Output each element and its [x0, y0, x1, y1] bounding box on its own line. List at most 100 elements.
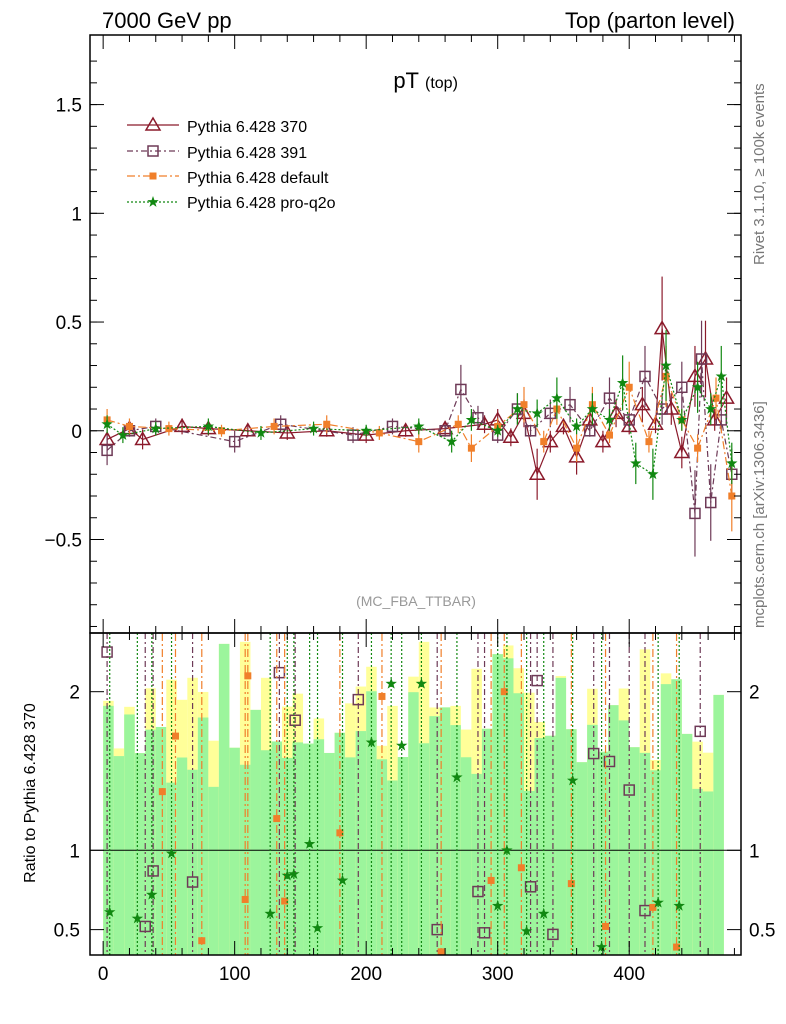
ratio-point: [472, 885, 484, 898]
band-green: [155, 726, 167, 955]
band-green: [439, 707, 451, 955]
band-green: [250, 709, 261, 955]
data-point: [660, 359, 672, 371]
band-green: [313, 739, 325, 955]
data-point: [270, 422, 278, 430]
band-green: [481, 728, 493, 955]
data-point: [689, 507, 701, 520]
band-green: [555, 677, 567, 955]
ratio-point: [264, 907, 276, 919]
ratio-ylabel: Ratio to Pythia 6.428 370: [22, 703, 39, 883]
ratio-point: [478, 927, 491, 939]
data-point: [357, 426, 375, 441]
data-point: [492, 424, 504, 436]
data-point: [413, 420, 425, 432]
header-right: Top (parton level): [565, 8, 735, 33]
ratio-point: [649, 903, 657, 911]
ratio-plot-frame: [89, 632, 742, 956]
ratio-point: [500, 688, 508, 696]
data-point: [645, 438, 653, 446]
data-point: [726, 457, 738, 469]
data-point: [117, 429, 129, 440]
y-tick-label: 1.5: [56, 96, 82, 117]
band-green: [513, 693, 524, 955]
analysis-tag: (MC_FBA_TTBAR): [356, 593, 476, 609]
band-green: [229, 747, 240, 955]
band-green: [345, 757, 356, 955]
ratio-y-tick-label-right: 1: [749, 841, 760, 862]
ratio-point: [524, 881, 537, 893]
legend-label-391: Pythia 6.428 391: [187, 145, 307, 162]
band-green: [218, 643, 230, 955]
data-point: [653, 320, 671, 335]
legend-marker: [147, 196, 159, 207]
band-green: [681, 733, 693, 955]
data-point: [695, 353, 708, 365]
data-point: [511, 403, 524, 414]
data-point: [715, 370, 727, 382]
ratio-point: [303, 838, 316, 849]
data-point: [673, 444, 691, 459]
series-line: [106, 358, 733, 514]
data-point: [647, 468, 659, 480]
band-green: [702, 791, 714, 955]
ratio-point: [281, 869, 293, 881]
ratio-point: [623, 784, 635, 796]
ratio-point: [673, 899, 685, 911]
data-point: [446, 435, 458, 447]
band-green: [282, 757, 293, 955]
mcplots-label: mcplots.cern.ch [arXiv:1306.3436]: [751, 401, 768, 628]
data-point: [625, 383, 633, 391]
y-tick-label: 0.5: [56, 313, 82, 334]
band-green: [524, 790, 535, 955]
band-green: [418, 743, 430, 955]
ratio-point: [147, 865, 159, 877]
ratio-point: [336, 829, 344, 837]
data-point: [647, 415, 664, 430]
data-point: [323, 420, 331, 428]
band-green: [397, 757, 409, 955]
data-point: [360, 424, 372, 436]
ratio-point: [487, 876, 495, 884]
ratio-y-tick-label-right: 0.5: [749, 921, 775, 942]
data-point: [605, 431, 613, 439]
ratio-point: [165, 847, 178, 859]
ratio-point: [104, 906, 116, 917]
data-point: [656, 403, 668, 415]
band-green: [460, 757, 472, 955]
data-point: [551, 392, 563, 403]
data-point: [502, 428, 520, 444]
data-point: [528, 465, 546, 481]
data-point: [531, 407, 543, 419]
data-point: [544, 407, 557, 420]
data-point: [555, 417, 572, 433]
band-green: [103, 705, 114, 955]
ratio-point: [437, 948, 445, 956]
ratio-point: [273, 815, 281, 823]
legend: Pythia 6.428 370 Pythia 6.428 391 Pythia…: [127, 116, 336, 212]
data-point: [101, 444, 113, 457]
band-green: [671, 679, 682, 955]
data-point: [465, 413, 478, 425]
series-line: [106, 328, 728, 477]
ratio-point: [352, 693, 365, 706]
data-point: [639, 370, 651, 383]
data-point: [375, 429, 383, 437]
ratio-point: [396, 739, 408, 751]
band-green: [166, 782, 177, 955]
ratio-y-tick-label: 1: [69, 841, 80, 862]
band-green: [260, 750, 272, 955]
ratio-point: [336, 874, 349, 886]
y-tick-label: 1: [71, 204, 82, 225]
data-point: [705, 496, 717, 509]
y-tick-label: −0.5: [44, 530, 82, 551]
band-green: [618, 720, 630, 955]
data-point: [307, 422, 320, 434]
ratio-point: [139, 920, 151, 933]
band-green: [387, 780, 398, 955]
band-green: [502, 658, 514, 955]
band-green: [576, 762, 588, 955]
ratio-point: [492, 899, 504, 911]
data-point: [386, 420, 399, 433]
